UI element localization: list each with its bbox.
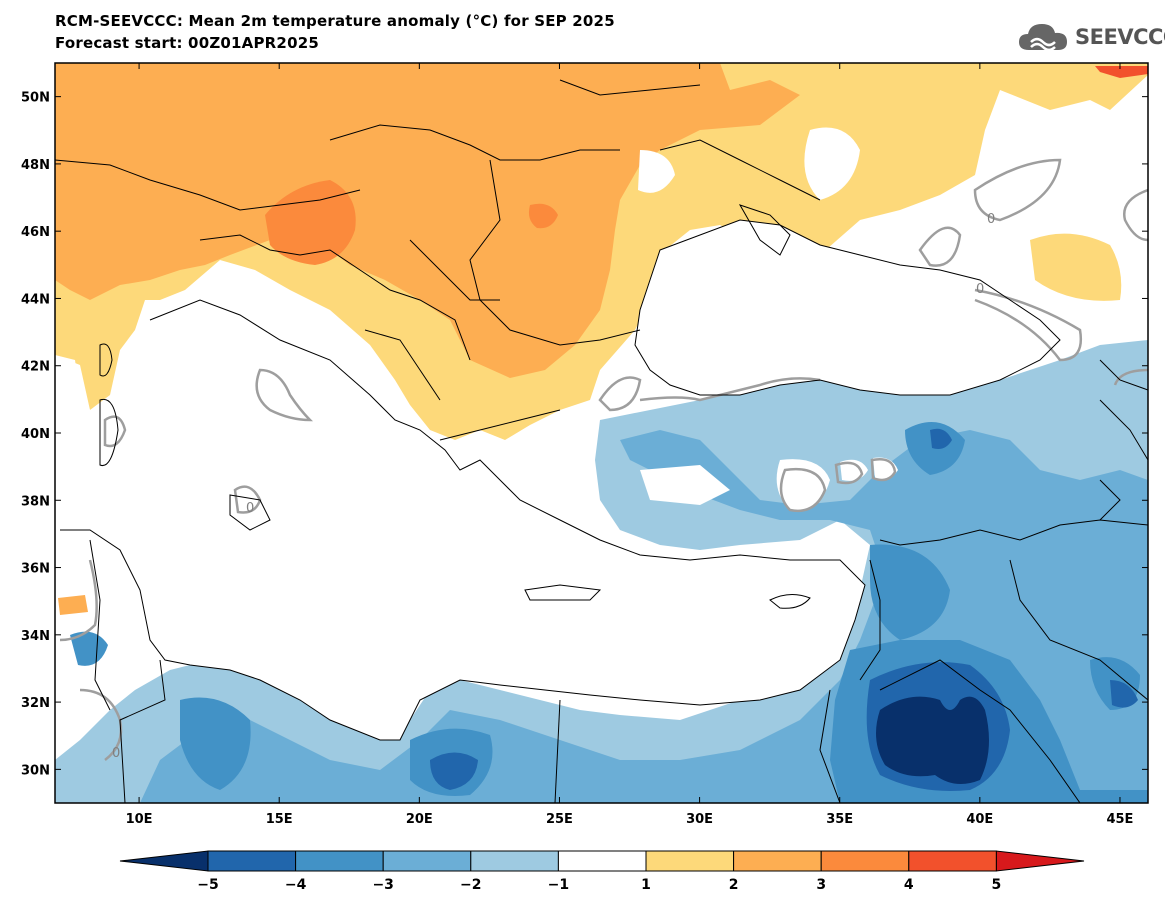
colorbar-label: −1: [548, 877, 569, 893]
lon-tick-label: 10E: [126, 812, 153, 827]
cloud-icon: [1019, 24, 1067, 52]
lon-tick-label: 30E: [686, 812, 713, 827]
colorbar-box: [295, 850, 384, 872]
colorbar-label: −4: [285, 877, 307, 893]
cold-region-lt-minus5: [876, 696, 989, 784]
lat-tick-label: 32N: [21, 696, 50, 711]
lon-tick-label: 15E: [266, 812, 293, 827]
lon-tick-label: 20E: [406, 812, 433, 827]
warm-region-4to5: [1095, 66, 1148, 78]
lat-tick-label: 46N: [21, 225, 50, 240]
svg-text:0: 0: [976, 282, 984, 297]
svg-text:0: 0: [246, 501, 254, 516]
lat-tick-label: 36N: [21, 562, 50, 577]
lat-tick-label: 42N: [21, 360, 50, 375]
colorbar-label: 1: [641, 877, 651, 893]
colorbar-box: [557, 850, 647, 872]
lat-tick-label: 48N: [21, 158, 50, 173]
lon-tick-label: 25E: [546, 812, 573, 827]
colorbar-box: [207, 850, 297, 872]
colorbar-label: 5: [992, 877, 1002, 893]
colorbar-box: [470, 850, 559, 872]
colorbar-label: 4: [904, 877, 914, 893]
anomaly-field: [55, 63, 1148, 803]
colorbar-arrow-high: [995, 850, 1085, 872]
colorbar-arrow-low: [119, 850, 209, 872]
logo-text: SEEVCCC: [1075, 25, 1165, 49]
lat-tick-label: 44N: [21, 292, 50, 307]
colorbar-box: [820, 850, 910, 872]
coastlines-borders: [55, 79, 1148, 803]
lat-tick-label: 34N: [21, 629, 50, 644]
colorbar-label: −2: [460, 877, 481, 893]
colorbar-label: 2: [729, 877, 739, 893]
chart-title: RCM-SEEVCCC: Mean 2m temperature anomaly…: [55, 12, 615, 30]
colorbar-box: [382, 850, 472, 872]
seevccc-logo: SEEVCCC: [1017, 20, 1165, 54]
warm-region-caucasus: [1030, 233, 1122, 301]
warm-region-3to4-b: [528, 203, 558, 229]
warm-region-3to4-a: [265, 180, 356, 265]
lon-tick-label: 45E: [1106, 812, 1133, 827]
lat-tick-label: 30N: [21, 763, 50, 778]
lon-tick-label: 40E: [966, 812, 993, 827]
zero-contours: [59, 158, 1148, 761]
colorbar-box: [908, 850, 997, 872]
lat-tick-label: 38N: [21, 494, 50, 509]
chart-subtitle: Forecast start: 00Z01APR2025: [55, 34, 319, 52]
longitude-axis: 10E 15E 20E 25E 30E 35E 40E 45E: [126, 63, 1133, 827]
lat-tick-label: 50N: [21, 91, 50, 106]
mediterranean-sea: [55, 300, 865, 740]
colorbar-label: −3: [372, 877, 393, 893]
lat-tick-label: 40N: [21, 427, 50, 442]
lon-tick-label: 35E: [826, 812, 853, 827]
black-sea: [635, 220, 1060, 395]
colorbar-box: [733, 850, 822, 872]
latitude-axis: 30N 32N 34N 36N 38N 40N 42N 44N 46N 48N 50N: [21, 91, 1148, 778]
warm-region-2to3: [55, 63, 800, 378]
colorbar-label: −5: [197, 877, 218, 893]
colorbar: −5 −4 −3 −2 −1 1 2 3 4 5: [119, 850, 1085, 893]
svg-text:0: 0: [112, 746, 120, 761]
colorbar-box: [645, 850, 735, 872]
contour-labels: 0 0 0 0: [112, 212, 995, 761]
colorbar-label: 3: [816, 877, 826, 893]
svg-text:0: 0: [987, 212, 995, 227]
warm-spot-lib: [58, 595, 88, 615]
